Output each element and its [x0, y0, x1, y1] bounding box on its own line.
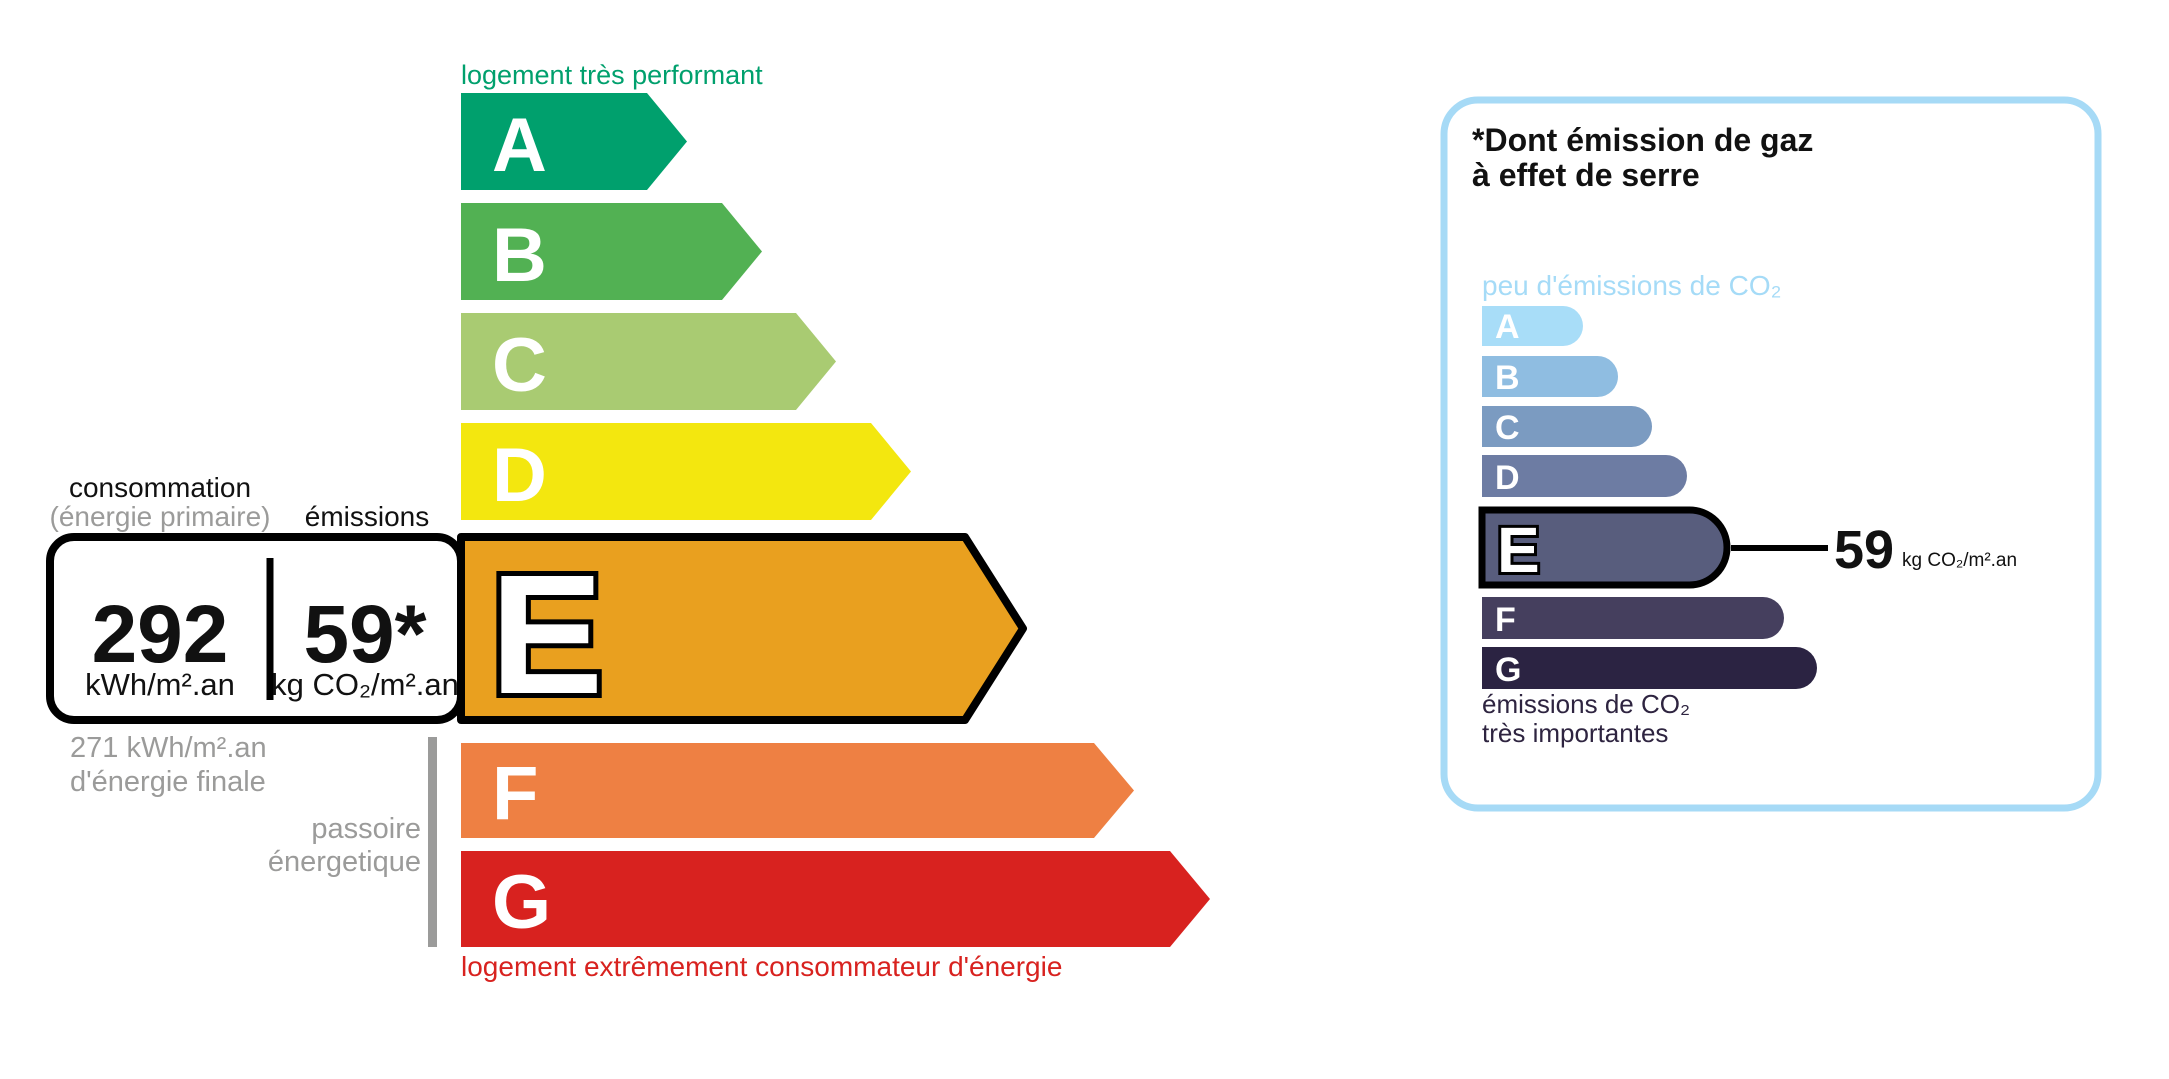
co2-bar-f	[1482, 597, 1784, 639]
energy-arrow-b	[461, 203, 762, 300]
co2-low-label: peu d'émissions de CO₂	[1482, 270, 1781, 301]
co2-grade-letter-e-current: E	[1497, 514, 1540, 586]
consumption-value: 292	[92, 589, 229, 680]
co2-grade-letter-c: C	[1495, 409, 1520, 447]
energy-arrow-c	[461, 313, 836, 410]
passoire-bracket-bar	[428, 737, 437, 947]
co2-panel-title-line2: à effet de serre	[1472, 157, 1700, 193]
co2-panel-title-line1: *Dont émission de gaz	[1472, 122, 1813, 158]
energy-grade-letter-f: F	[492, 751, 538, 836]
energy-grade-letter-a: A	[492, 103, 547, 188]
co2-grade-letter-g: G	[1495, 651, 1521, 689]
co2-bar-e-current	[1478, 506, 1731, 589]
co2-value: 59	[1834, 520, 1894, 580]
energy-arrow-f	[461, 743, 1134, 838]
top-performance-label: logement très performant	[461, 60, 763, 90]
final-energy-line2: d'énergie finale	[70, 766, 266, 798]
emissions-unit: kg CO₂/m².an	[271, 667, 459, 702]
co2-bar-c	[1482, 406, 1652, 447]
passoire-label-line2: énergetique	[268, 846, 421, 878]
energy-grade-letter-d: D	[492, 433, 547, 518]
energy-grade-letter-b: B	[492, 213, 547, 298]
energy-arrow-e-current	[457, 533, 1027, 724]
final-energy-line1: 271 kWh/m².an	[70, 732, 267, 764]
co2-grade-letter-f: F	[1495, 601, 1516, 639]
emissions-value: 59*	[303, 589, 426, 680]
energy-grade-letter-c: C	[492, 323, 547, 408]
consumption-title: consommation	[69, 472, 251, 503]
energy-grade-letter-e-current: E	[490, 540, 603, 730]
co2-high-label-line2: très importantes	[1482, 718, 1668, 748]
energy-arrow-a	[461, 93, 687, 190]
co2-grade-letter-d: D	[1495, 459, 1520, 497]
co2-bar-g	[1482, 647, 1817, 689]
energy-arrow-g	[461, 851, 1210, 947]
passoire-label-line1: passoire	[311, 813, 421, 845]
co2-grade-letter-a: A	[1495, 308, 1520, 346]
co2-grade-letter-b: B	[1495, 359, 1520, 397]
co2-bar-b	[1482, 356, 1618, 397]
consumption-subtitle: (énergie primaire)	[50, 501, 271, 532]
energy-grade-letter-g: G	[492, 860, 551, 945]
consumption-unit: kWh/m².an	[85, 667, 235, 702]
emissions-title: émissions	[305, 501, 429, 532]
energy-arrow-d	[461, 423, 911, 520]
co2-value-unit: kg CO₂/m².an	[1902, 550, 2017, 571]
bottom-consumer-label: logement extrêmement consommateur d'éner…	[461, 951, 1062, 982]
co2-high-label-line1: émissions de CO₂	[1482, 689, 1690, 719]
co2-bar-d	[1482, 455, 1687, 497]
co2-bar-a	[1482, 306, 1583, 346]
